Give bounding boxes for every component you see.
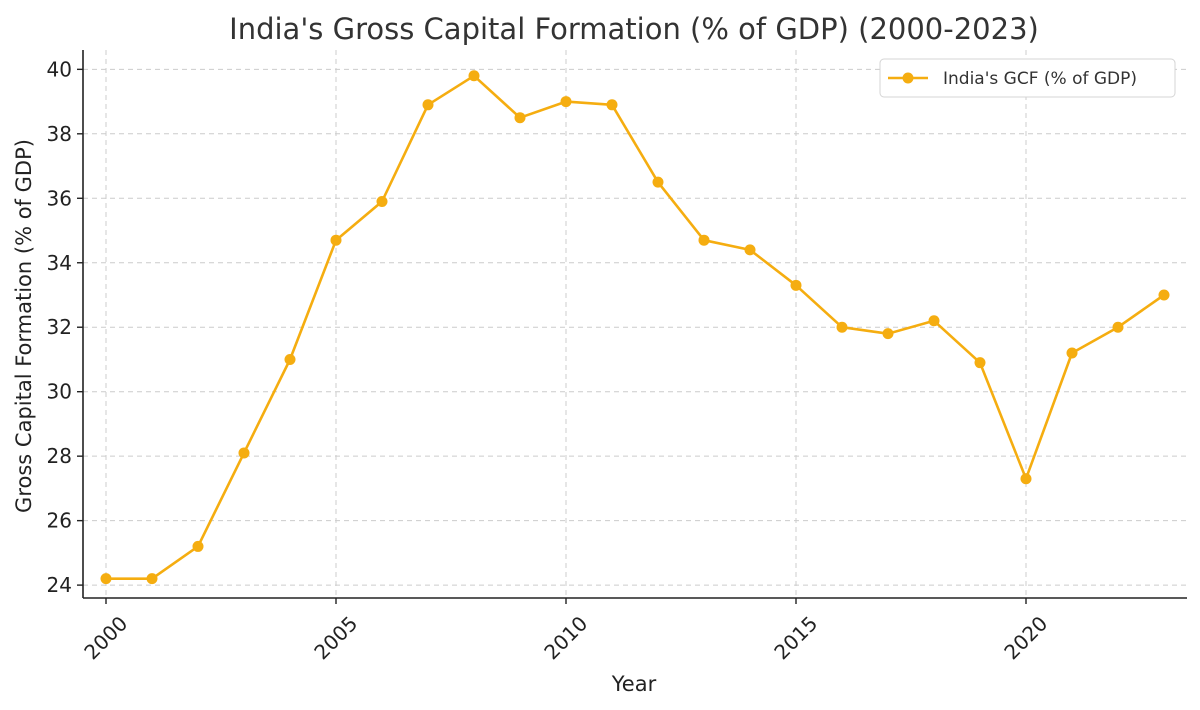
x-tick-label-2020: 2020 [999, 611, 1052, 664]
data-point-2008 [468, 70, 480, 82]
data-point-2018 [928, 315, 940, 327]
y-tick-label-32: 32 [47, 315, 72, 339]
data-point-2014 [744, 244, 756, 256]
legend-box [879, 58, 1176, 98]
x-tick-label-2005: 2005 [309, 611, 362, 664]
y-tick-label-30: 30 [47, 380, 72, 404]
chart-title: India's Gross Capital Formation (% of GD… [229, 12, 1039, 46]
data-point-2020 [1020, 473, 1032, 485]
series-group [100, 70, 1170, 585]
data-point-2017 [882, 328, 894, 340]
data-point-2012 [652, 176, 664, 188]
series-line-0 [104, 74, 1166, 581]
grid-lines [83, 50, 1187, 598]
data-point-2011 [606, 99, 618, 111]
x-tick-label-2000: 2000 [79, 611, 132, 664]
y-tick-label-40: 40 [47, 57, 72, 81]
data-point-2005 [330, 234, 342, 246]
data-point-2003 [238, 447, 250, 459]
data-point-2015 [790, 279, 802, 291]
data-point-2004 [284, 353, 296, 365]
data-point-2021 [1066, 347, 1078, 359]
data-point-2007 [422, 99, 434, 111]
data-point-2022 [1112, 321, 1124, 333]
y-axis-ticks: 24 26 28 30 32 34 36 38 40 [47, 57, 83, 597]
data-point-2009 [514, 112, 526, 124]
x-axis-ticks: 2000 2005 2010 2015 2020 [79, 598, 1052, 664]
legend: India's GCF (% of GDP) [879, 58, 1176, 98]
y-tick-label-38: 38 [47, 122, 72, 146]
legend-entry-label: India's GCF (% of GDP) [943, 69, 1137, 89]
x-tick-label-2010: 2010 [539, 611, 592, 664]
y-tick-label-26: 26 [47, 509, 72, 533]
y-tick-label-34: 34 [47, 251, 72, 275]
legend-swatch-marker [902, 72, 914, 84]
data-point-2010 [560, 96, 572, 108]
y-tick-label-36: 36 [47, 186, 72, 210]
y-axis-label: Gross Capital Formation (% of GDP) [12, 139, 36, 513]
data-point-2016 [836, 321, 848, 333]
data-point-2000 [100, 573, 112, 585]
data-point-2013 [698, 234, 710, 246]
data-point-2019 [974, 357, 986, 369]
x-axis-label: Year [611, 672, 657, 696]
data-point-2023 [1158, 289, 1170, 301]
y-tick-label-24: 24 [47, 573, 72, 597]
x-tick-label-2015: 2015 [769, 611, 822, 664]
data-point-2001 [146, 573, 158, 585]
data-point-2006 [376, 196, 388, 208]
y-tick-label-28: 28 [47, 444, 72, 468]
data-point-2002 [192, 540, 204, 552]
